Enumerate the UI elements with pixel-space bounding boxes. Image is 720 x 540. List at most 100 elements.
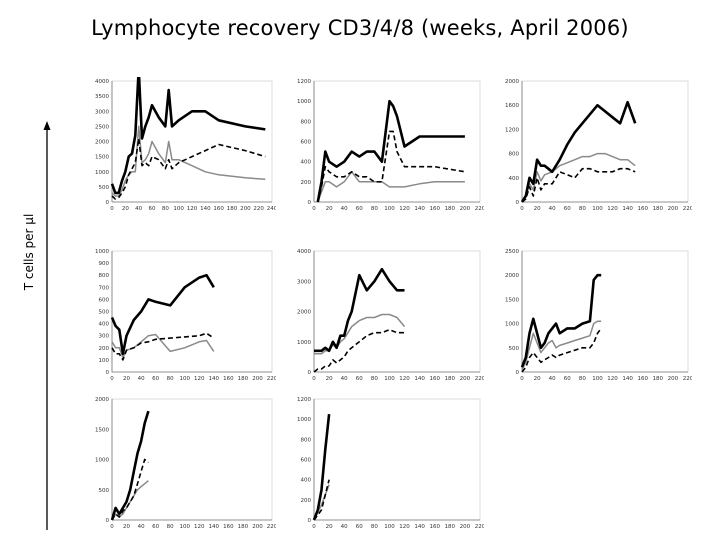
y-tick-label: 400 [301, 478, 312, 484]
y-tick-label: 0 [106, 518, 110, 524]
y-tick-label: 2000 [505, 79, 519, 85]
y-tick-label: 900 [99, 261, 110, 267]
series-line-solid [110, 77, 266, 195]
x-tick-label: 180 [238, 376, 249, 382]
x-tick-label: 220 [267, 524, 276, 530]
y-tick-label: 2000 [297, 310, 311, 316]
y-tick-label: 2500 [505, 249, 519, 255]
series-line-solid [110, 410, 150, 521]
series-line-dashed [111, 137, 266, 200]
x-tick-label: 60 [152, 376, 159, 382]
x-tick-label: 180 [653, 376, 664, 382]
x-tick-label: 0 [520, 206, 524, 212]
y-tick-label: 1000 [505, 322, 519, 328]
series-line-solid [520, 273, 602, 368]
x-tick-label: 140 [209, 524, 220, 530]
series-line-solid [520, 100, 637, 203]
series-line-gray [521, 152, 636, 203]
x-tick-label: 80 [371, 206, 378, 212]
x-tick-label: 0 [312, 376, 316, 382]
y-tick-label: 0 [516, 200, 520, 206]
series-line-gray [317, 171, 465, 203]
x-tick-label: 100 [179, 524, 190, 530]
x-tick-label: 80 [579, 206, 586, 212]
series-line-dashed [111, 332, 215, 361]
x-tick-label: 160 [223, 524, 234, 530]
x-tick-label: 160 [429, 376, 440, 382]
plot-frame [521, 250, 689, 373]
y-tick-label: 400 [301, 160, 312, 166]
y-tick-label: 200 [301, 498, 312, 504]
x-tick-label: 100 [384, 376, 395, 382]
x-tick-label: 0 [110, 206, 114, 212]
y-tick-label: 400 [99, 322, 110, 328]
plot-frame [313, 398, 481, 521]
y-tick-label: 1200 [297, 397, 311, 403]
x-tick-label: 20 [123, 524, 130, 530]
x-tick-label: 20 [123, 376, 130, 382]
x-tick-label: 100 [592, 376, 603, 382]
x-tick-label: 60 [356, 376, 363, 382]
x-tick-label: 80 [167, 376, 174, 382]
x-tick-label: 20 [326, 206, 333, 212]
x-tick-label: 100 [592, 206, 603, 212]
x-tick-label: 20 [534, 376, 541, 382]
series-line-solid [314, 267, 405, 353]
x-tick-label: 140 [200, 206, 211, 212]
series-line-dashed [317, 130, 466, 203]
x-tick-label: 40 [135, 206, 142, 212]
y-tick-label: 200 [301, 180, 312, 186]
series-line-gray [314, 313, 406, 355]
x-tick-label: 200 [460, 524, 471, 530]
y-tick-label: 800 [509, 152, 520, 158]
chart-panel-6: 0 500 1000 1500 2000 2500 0 20 40 60 80 100 120 140 16… [505, 249, 692, 382]
x-tick-label: 200 [240, 206, 251, 212]
chart-panel-1: 0 500 1000 1500 2000 2500 3000 3500 4000 0 20 40 60 8… [95, 77, 276, 212]
y-tick-label: 500 [99, 310, 110, 316]
x-tick-label: 180 [445, 376, 456, 382]
x-tick-label: 140 [209, 376, 220, 382]
x-tick-label: 0 [110, 524, 114, 530]
series-line-solid [312, 413, 331, 521]
x-tick-label: 120 [187, 206, 198, 212]
y-tick-label: 200 [99, 346, 110, 352]
y-tick-label: 1000 [95, 249, 109, 255]
y-tick-label: 1200 [505, 127, 519, 133]
series-line-gray [111, 333, 215, 359]
series-line-dashed [521, 327, 602, 373]
y-tick-label: 600 [99, 297, 110, 303]
y-tick-label: 3000 [297, 279, 311, 285]
y-tick-label: 500 [99, 488, 110, 494]
x-tick-label: 220 [683, 206, 692, 212]
x-tick-label: 160 [429, 206, 440, 212]
y-tick-label: 700 [99, 285, 110, 291]
x-tick-label: 160 [429, 524, 440, 530]
x-tick-label: 180 [653, 206, 664, 212]
x-tick-label: 160 [213, 206, 224, 212]
x-tick-label: 180 [227, 206, 238, 212]
plot-frame [111, 250, 273, 373]
series-line-solid [316, 99, 465, 203]
y-tick-label: 1500 [95, 155, 109, 161]
y-tick-label: 4000 [297, 249, 311, 255]
x-tick-label: 20 [326, 376, 333, 382]
y-tick-label: 0 [308, 370, 312, 376]
y-tick-label: 0 [308, 200, 312, 206]
x-tick-label: 40 [138, 524, 145, 530]
y-tick-label: 0 [106, 200, 110, 206]
x-tick-label: 220 [683, 376, 692, 382]
x-tick-label: 220 [267, 376, 276, 382]
x-tick-label: 80 [167, 524, 174, 530]
y-tick-label: 1000 [95, 170, 109, 176]
y-tick-label: 2000 [95, 397, 109, 403]
x-tick-label: 200 [252, 376, 263, 382]
x-tick-label: 60 [564, 206, 571, 212]
x-tick-label: 200 [252, 524, 263, 530]
x-tick-label: 100 [179, 376, 190, 382]
x-tick-label: 220 [475, 524, 484, 530]
y-tick-label: 0 [516, 370, 520, 376]
x-tick-label: 0 [312, 206, 316, 212]
series-line-solid [110, 273, 215, 356]
x-tick-label: 80 [371, 524, 378, 530]
series-line-dashed [111, 458, 149, 521]
